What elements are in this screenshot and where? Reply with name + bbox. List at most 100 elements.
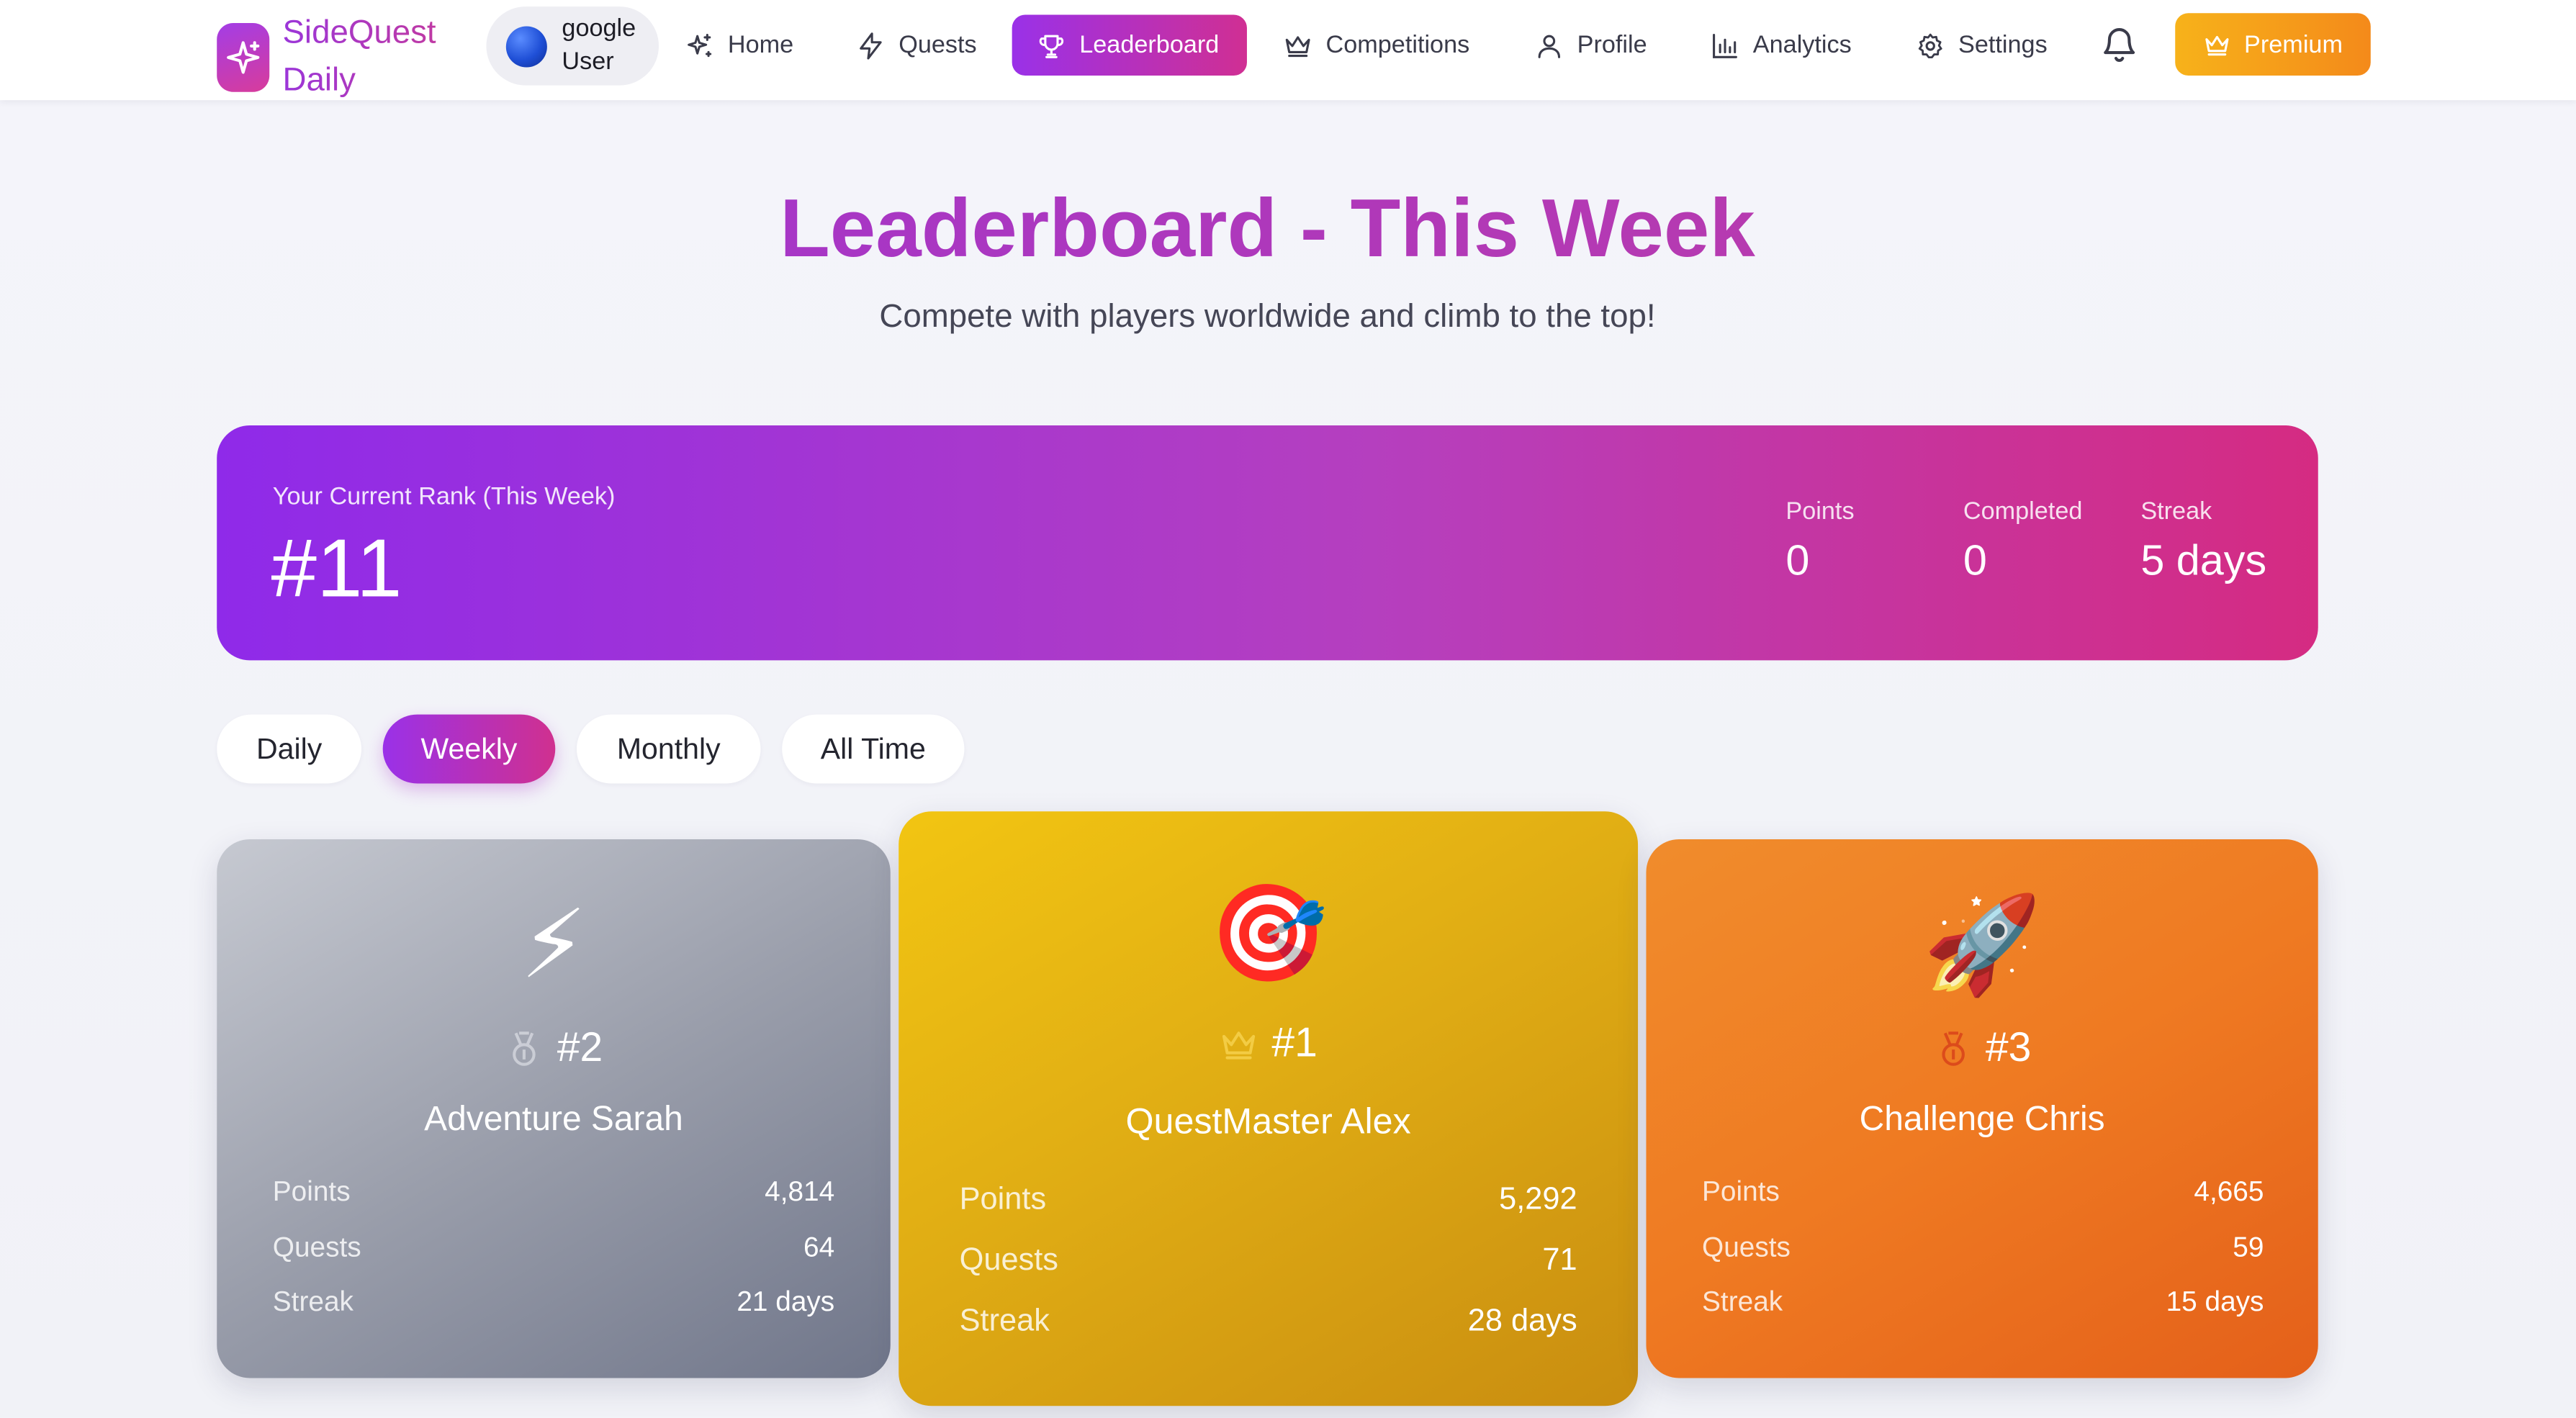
row-quests: Quests 59 [1702,1232,2264,1265]
row-value: 4,814 [765,1175,835,1208]
row-label: Quests [959,1243,1059,1278]
nav-profile[interactable]: Profile [1534,15,1647,76]
stat-value: 5 days [2140,535,2267,585]
nav-home-label: Home [727,31,794,60]
trophy-icon [1039,34,1064,58]
row-points: Points 4,814 [273,1176,834,1209]
row-value: 71 [1542,1243,1577,1278]
row-streak: Streak 15 days [1702,1286,2264,1319]
card-rank: #2 [217,1025,891,1072]
rank-number: #3 [1985,1024,2032,1071]
nav-leaderboard[interactable]: Leaderboard [1012,14,1248,76]
row-value: 59 [2233,1232,2264,1263]
nav-leaderboard-label: Leaderboard [1079,31,1220,60]
rank-label: Your Current Rank (This Week) [272,482,616,511]
player-avatar-emoji: ⚡ [520,892,587,999]
nav-settings[interactable]: Settings [1916,15,2048,76]
player-name: QuestMaster Alex [1125,1100,1411,1142]
nav-home[interactable]: Home [685,15,794,76]
card-rank: #1 [899,1020,1638,1067]
page-subtitle: Compete with players worldwide and climb… [879,299,1656,335]
row-label: Streak [959,1304,1050,1339]
premium-label: Premium [2244,30,2343,59]
row-streak: Streak 21 days [273,1286,834,1319]
nav-competitions[interactable]: Competitions [1283,15,1469,76]
rank-value: #11 [271,522,402,615]
stat-label: Completed [1963,497,2083,526]
premium-button[interactable]: Premium [2175,13,2371,76]
rank-number: #1 [1271,1020,1318,1066]
stat-value: 0 [1963,535,1987,585]
tab-all-time[interactable]: All Time [782,714,965,784]
brand-name-line1: SideQuest [282,14,436,51]
notifications-button[interactable] [2099,23,2139,66]
row-label: Points [272,1175,351,1208]
nav-analytics[interactable]: Analytics [1710,15,1852,76]
stat-label: Streak [2140,497,2212,526]
nav-competitions-label: Competitions [1325,31,1470,60]
user-name: google User [562,13,636,78]
tab-daily[interactable]: Daily [217,714,362,784]
current-rank-banner: Your Current Rank (This Week) #11 Points… [217,425,2318,661]
row-label: Quests [272,1232,361,1263]
crown-icon [1222,1031,1256,1059]
rank-number: #2 [557,1024,603,1071]
nav-analytics-label: Analytics [1752,31,1852,60]
row-points: Points 4,665 [1702,1176,2264,1209]
bar-chart-icon [1713,32,1737,58]
nav-quests-label: Quests [899,31,977,60]
avatar [505,25,547,67]
tab-monthly[interactable]: Monthly [576,714,761,784]
medal-icon [1941,1031,1964,1065]
player-name: Adventure Sarah [424,1100,683,1139]
stat-points: Points 0 [1785,497,1854,586]
crown-icon [2205,35,2229,55]
row-quests: Quests 64 [273,1232,834,1265]
top-navbar: SideQuest Daily google User Home Quests [0,0,2576,101]
user-name-line2: User [562,48,614,76]
row-streak: Streak 28 days [960,1304,1577,1340]
user-chip[interactable]: google User [486,6,659,86]
crown-icon [1285,35,1310,56]
row-label: Streak [272,1286,353,1318]
row-quests: Quests 71 [960,1243,1577,1279]
user-name-line1: google [562,14,636,43]
stat-value: 0 [1785,535,1810,585]
sparkles-icon [688,32,712,56]
tab-weekly[interactable]: Weekly [382,714,556,784]
podium-card-2nd[interactable]: ⚡ #2 Adventure Sarah Points 4,814 Quests… [217,839,891,1378]
stat-completed: Completed 0 [1963,497,2083,586]
player-avatar-emoji: 🎯 [1209,880,1328,988]
brand[interactable]: SideQuest Daily [217,10,463,105]
row-value: 15 days [2166,1286,2264,1318]
bell-icon [2104,28,2135,62]
brand-name-line2: Daily [282,62,356,99]
zap-icon [860,32,882,59]
row-label: Quests [1702,1232,1791,1263]
stat-label: Points [1785,497,1855,526]
sparkles-logo-icon [217,22,270,92]
row-value: 4,665 [2194,1175,2264,1208]
podium-card-3rd[interactable]: 🚀 #3 Challenge Chris Points 4,665 Quests… [1646,839,2318,1378]
row-label: Points [959,1182,1047,1217]
brand-name: SideQuest Daily [282,10,463,105]
card-rank: #3 [1646,1025,2318,1072]
stat-streak: Streak 5 days [2140,497,2266,586]
row-points: Points 5,292 [960,1183,1577,1219]
nav-profile-label: Profile [1577,31,1647,60]
row-value: 64 [803,1232,835,1263]
player-name: Challenge Chris [1859,1100,2105,1139]
medal-icon [513,1031,536,1065]
row-value: 21 days [737,1286,835,1318]
player-avatar-emoji: 🚀 [1922,892,2042,999]
nav-settings-label: Settings [1958,31,2048,60]
page-title: Leaderboard - This Week [0,177,2535,279]
nav-quests[interactable]: Quests [856,15,977,76]
user-icon [1538,34,1561,58]
row-value: 28 days [1467,1304,1577,1339]
row-label: Streak [1702,1286,1783,1318]
row-label: Points [1702,1175,1780,1208]
podium-card-1st[interactable]: 🎯 #1 QuestMaster Alex Points 5,292 Quest… [899,811,1639,1406]
gear-icon [1918,32,1942,58]
